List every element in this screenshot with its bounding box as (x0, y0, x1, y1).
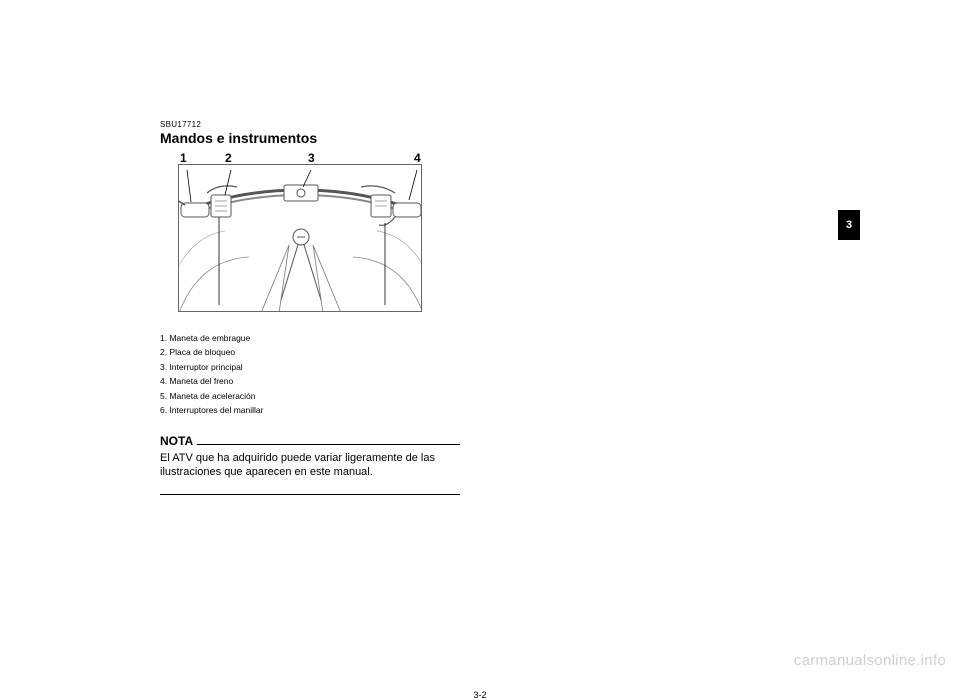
doc-code: SBU17712 (160, 120, 800, 129)
manual-page: SBU17712 Mandos e instrumentos 1 2 3 4 5… (160, 120, 800, 620)
figure: 1 2 3 4 5 6 (160, 154, 440, 319)
legend-item: 2. Placa de bloqueo (160, 345, 800, 359)
chapter-tab: 3 (838, 210, 860, 240)
note-block: NOTA El ATV que ha adquirido puede varia… (160, 434, 460, 496)
figure-frame (178, 164, 422, 312)
callout-4: 4 (414, 151, 421, 165)
callout-3: 3 (308, 151, 315, 165)
legend-item: 4. Maneta del freno (160, 374, 800, 388)
note-end-rule (160, 494, 460, 495)
page-number: 3-2 (473, 690, 486, 700)
legend-item: 6. Interruptores del manillar (160, 403, 800, 417)
note-heading-row: NOTA (160, 434, 460, 448)
watermark: carmanualsonline.info (794, 652, 946, 669)
callout-2: 2 (225, 151, 232, 165)
legend-item: 3. Interruptor principal (160, 360, 800, 374)
handlebar-illustration-icon (179, 165, 422, 312)
legend-item: 5. Maneta de aceleración (160, 389, 800, 403)
section-title: Mandos e instrumentos (160, 130, 800, 146)
note-heading: NOTA (160, 434, 193, 448)
figure-legend: 1. Maneta de embrague 2. Placa de bloque… (160, 331, 800, 418)
note-body: El ATV que ha adquirido puede variar lig… (160, 451, 460, 481)
legend-item: 1. Maneta de embrague (160, 331, 800, 345)
note-rule (197, 444, 460, 445)
callout-1: 1 (180, 151, 187, 165)
